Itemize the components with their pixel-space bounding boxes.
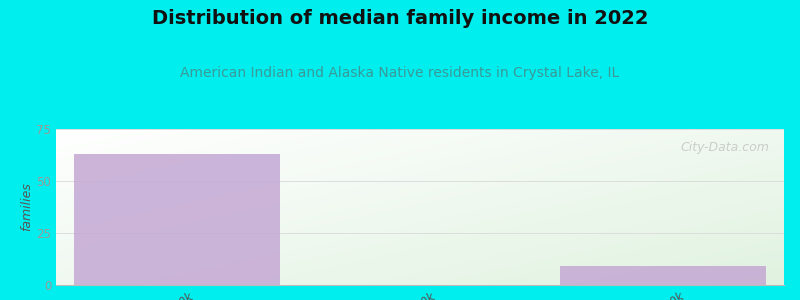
Y-axis label: families: families (21, 183, 34, 231)
Bar (559, 266, 766, 285)
Bar (74, 154, 281, 285)
Text: City-Data.com: City-Data.com (681, 142, 770, 154)
Text: Distribution of median family income in 2022: Distribution of median family income in … (152, 9, 648, 28)
Text: American Indian and Alaska Native residents in Crystal Lake, IL: American Indian and Alaska Native reside… (180, 66, 620, 80)
